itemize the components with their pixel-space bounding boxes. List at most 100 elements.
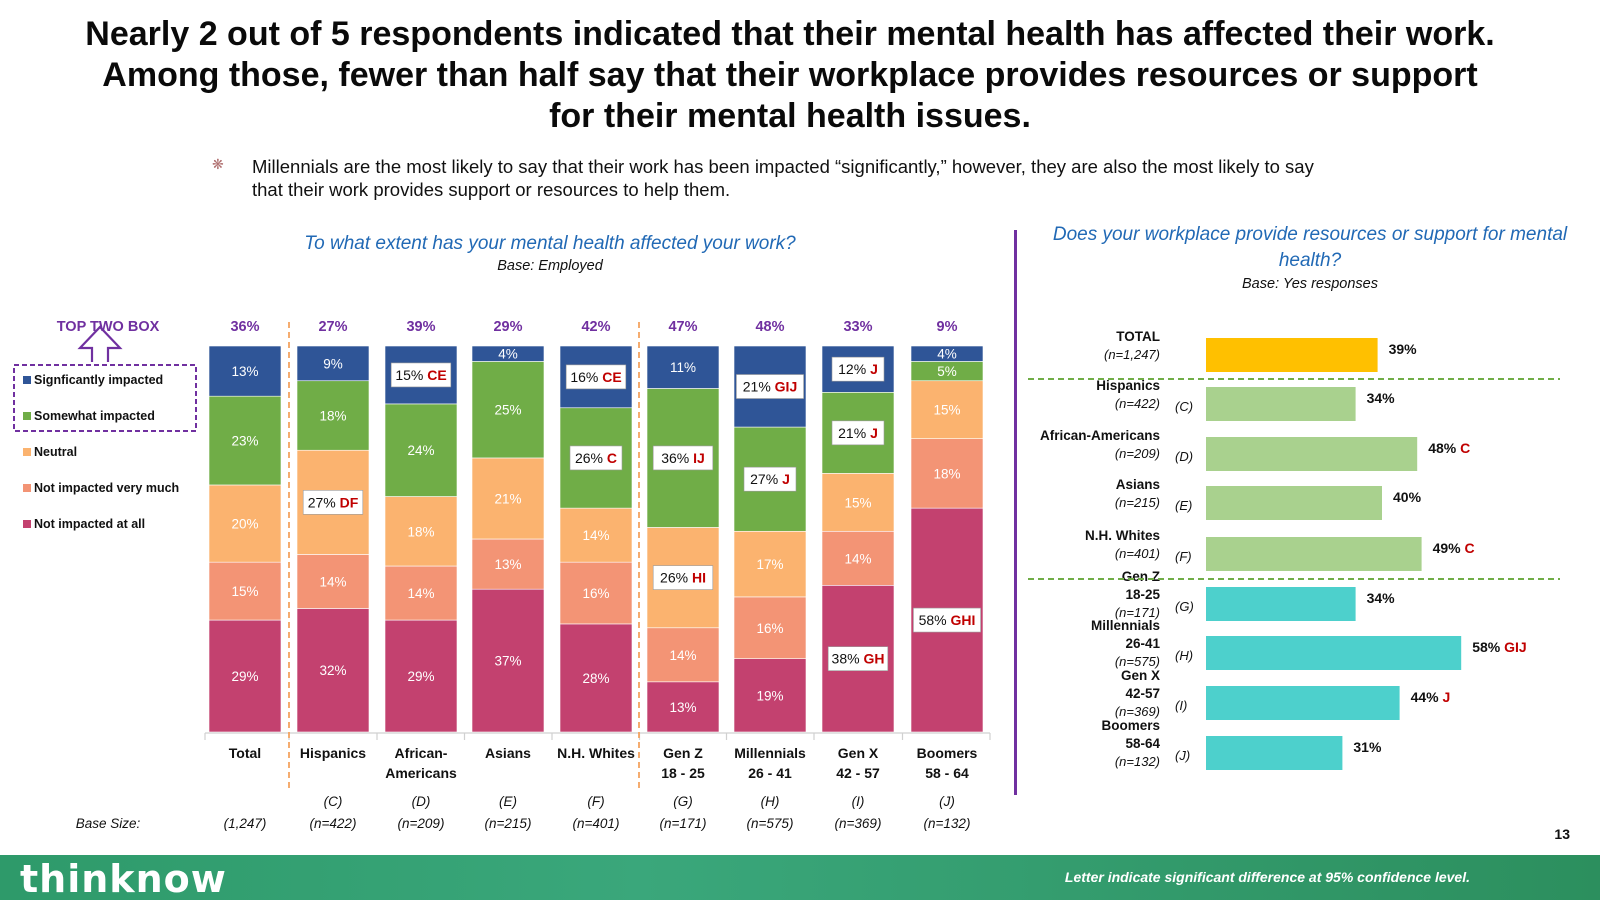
row-label: 58-64 — [1125, 736, 1160, 751]
data-label: 18% — [407, 524, 434, 539]
x-tick-label: African- — [395, 745, 448, 761]
legend-swatch — [23, 376, 31, 384]
legend-label: Signficantly impacted — [34, 373, 163, 387]
data-label: 15% — [933, 403, 960, 418]
bar-segment — [208, 395, 282, 486]
data-label: 15% CE — [395, 367, 446, 383]
sig-label-box — [827, 646, 889, 671]
row-letter: (D) — [1175, 449, 1193, 464]
base-size-label: Base Size: — [76, 816, 141, 831]
top-two-box-frame — [13, 364, 197, 432]
data-label: 27% J — [750, 471, 790, 487]
data-label: 13% — [669, 700, 696, 715]
x-tick-label: Boomers — [917, 745, 978, 761]
legend-swatch — [23, 484, 31, 492]
top-two-box-value: 42% — [581, 319, 610, 335]
row-label: Hispanics — [1096, 378, 1160, 393]
data-label: 13% — [494, 557, 521, 572]
row-letter: (I) — [1175, 698, 1187, 713]
x-tick-label: Gen X — [838, 745, 879, 761]
data-label: 14% — [582, 528, 609, 543]
sig-label-box — [565, 364, 627, 390]
row-base-size: (n=575) — [1115, 654, 1160, 669]
row-base-size: (n=1,247) — [1104, 347, 1160, 362]
column-letter: (F) — [587, 794, 604, 809]
sig-label-box — [569, 445, 623, 471]
row-letter: (F) — [1175, 549, 1192, 564]
data-label: 25% — [494, 403, 521, 418]
bar-segment — [821, 530, 895, 586]
sig-label-box — [831, 356, 885, 382]
top-two-box-value: 33% — [843, 319, 872, 335]
legend-label: Neutral — [34, 445, 77, 459]
bar-segment — [471, 345, 545, 362]
top-two-box-value: 39% — [406, 319, 435, 335]
left-chart-title: To what extent has your mental health af… — [304, 233, 796, 254]
bar-segment — [384, 565, 458, 621]
base-size-value: (n=422) — [310, 816, 357, 831]
bar-segment — [296, 380, 370, 451]
bar-segment — [910, 438, 984, 509]
data-label: 26% C — [575, 450, 617, 466]
data-label: 13% — [231, 364, 258, 379]
data-label: 9% — [323, 356, 343, 371]
row-letter: (G) — [1175, 599, 1194, 614]
significance-footnote: Letter indicate significant difference a… — [1064, 869, 1470, 885]
row-base-size: (n=422) — [1115, 396, 1160, 411]
row-label: N.H. Whites — [1085, 528, 1160, 543]
top-two-box-value: 47% — [668, 319, 697, 335]
row-label: African-Americans — [1040, 428, 1160, 443]
data-label: 12% J — [838, 361, 878, 377]
bar-segment — [559, 561, 633, 625]
bar-value-label: 58% GIJ — [1472, 639, 1527, 655]
section-divider — [1014, 230, 1017, 795]
stacked-bar-chart: TOP TWO BOX 36% 27% 39% 29% 42% 47% 48% 33% 9% Sig… — [13, 319, 991, 831]
bar-segment — [384, 619, 458, 733]
row-letter: (E) — [1175, 498, 1192, 513]
data-label: 5% — [937, 364, 957, 379]
bar-segment — [646, 627, 720, 683]
data-label: 29% — [231, 669, 258, 684]
sig-label-box — [302, 490, 364, 515]
x-tick-label: 42 - 57 — [836, 765, 880, 781]
bar — [1206, 736, 1343, 770]
bar — [1206, 437, 1418, 471]
sig-label-box — [913, 607, 981, 633]
bar-segment — [471, 361, 545, 459]
row-letter: (J) — [1175, 748, 1190, 763]
bar-value-label: 31% — [1353, 739, 1382, 755]
sig-label-box — [743, 466, 797, 492]
right-chart-title: Does your workplace provide resources or… — [1052, 224, 1568, 271]
base-size-value: (n=209) — [398, 816, 445, 831]
data-label: 29% — [407, 669, 434, 684]
bar — [1206, 338, 1378, 372]
data-label: 16% — [756, 621, 783, 636]
base-size-value: (1,247) — [224, 816, 267, 831]
bar — [1206, 486, 1382, 520]
row-letter: (H) — [1175, 648, 1193, 663]
horizontal-bar-chart: 39% TOTAL (n=1,247) 34% Hispanics (n=422) (C) 4… — [1028, 329, 1560, 770]
column-letter: (I) — [852, 794, 865, 809]
base-size-value: (n=215) — [485, 816, 532, 831]
column-letter: (H) — [761, 794, 780, 809]
data-label: 14% — [844, 551, 871, 566]
row-base-size: (n=209) — [1115, 446, 1160, 461]
bar-segment — [646, 345, 720, 389]
bar-segment — [559, 507, 633, 563]
sig-label-box — [652, 565, 714, 590]
data-label: 26% HI — [660, 570, 706, 586]
bar-segment — [733, 658, 807, 733]
bar-value-label: 34% — [1367, 590, 1396, 606]
data-label: 23% — [231, 434, 258, 449]
data-label: 11% — [670, 360, 696, 375]
legend-label: Somewhat impacted — [34, 409, 155, 423]
legend-swatch — [23, 448, 31, 456]
row-label: Gen X — [1121, 668, 1160, 683]
data-label: 21% GIJ — [743, 379, 798, 395]
top-two-box-value: 29% — [493, 319, 522, 335]
bar-segment — [208, 619, 282, 733]
data-label: 36% IJ — [661, 450, 705, 466]
column-letter: (C) — [324, 794, 343, 809]
row-label: 18-25 — [1125, 587, 1160, 602]
data-label: 18% — [933, 466, 960, 481]
